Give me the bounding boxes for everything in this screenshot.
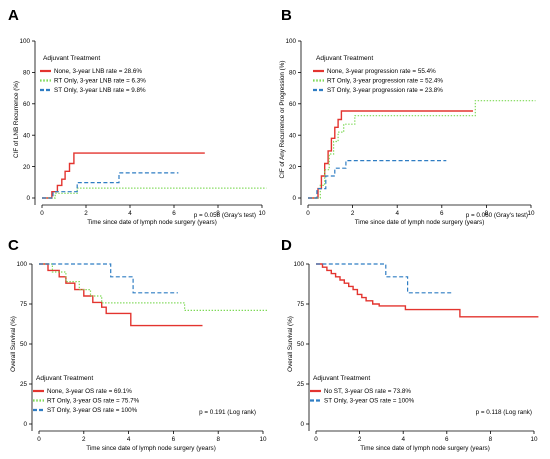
panel-c-y-tick-label: 75 bbox=[20, 301, 28, 308]
panel-d-p-value: p = 0.118 (Log rank) bbox=[476, 409, 532, 416]
panel-c-x-tick-label: 4 bbox=[127, 436, 131, 443]
panel-a-legend-st: ST Only, 3-year LNB rate = 9.8% bbox=[54, 87, 146, 94]
panel-a-x-tick-label: 8 bbox=[216, 210, 220, 217]
panel-a-series-line-1 bbox=[42, 187, 267, 199]
panel-c-x-tick-label: 6 bbox=[172, 436, 176, 443]
panel-d-y-tick-label: 0 bbox=[300, 421, 304, 428]
panel-c-x-tick-label: 2 bbox=[82, 436, 86, 443]
panel-b-series-line-2 bbox=[308, 160, 447, 199]
panel-a-y-tick-label: 20 bbox=[23, 164, 31, 171]
panel-b-ylabel: CIF of Any Recurrence or Progression (%) bbox=[279, 61, 286, 179]
panel-d: D Overall Survival (%) Time since date o… bbox=[281, 237, 539, 452]
panel-c-series-line-2 bbox=[39, 263, 178, 294]
panel-b-series-line-1 bbox=[308, 100, 536, 199]
panel-a-x-tick-label: 10 bbox=[258, 210, 266, 217]
panel-c-x-tick-label: 10 bbox=[259, 436, 267, 443]
panel-d-series-line-0 bbox=[316, 263, 539, 318]
panel-a-p-value: p = 0.058 (Gray's test) bbox=[194, 212, 256, 219]
panel-c-x-tick-label: 0 bbox=[37, 436, 41, 443]
panel-b-legend-title: Adjuvant Treatment bbox=[316, 55, 373, 62]
panel-c: C Overall Survival (%) Time since date o… bbox=[8, 237, 268, 452]
panel-a-y-tick-label: 80 bbox=[23, 70, 31, 77]
panel-c-xlabel: Time since date of lymph node surgery (y… bbox=[86, 445, 216, 452]
panel-b-letter: B bbox=[281, 7, 292, 24]
panel-a-series-line-2 bbox=[42, 172, 179, 199]
panel-d-legend-no-st: No ST, 3-year OS rate = 73.8% bbox=[324, 388, 411, 395]
panel-d-ylabel: Overall Survival (%) bbox=[287, 316, 294, 372]
panel-c-y-tick-label: 50 bbox=[20, 341, 28, 348]
panel-a-xlabel: Time since date of lymph node surgery (y… bbox=[87, 219, 217, 226]
panel-d-legend-st: ST Only, 3-year OS rate = 100% bbox=[324, 398, 415, 405]
panel-d-x-tick-label: 8 bbox=[489, 436, 493, 443]
panel-b-xlabel: Time since date of lymph node surgery (y… bbox=[355, 219, 485, 226]
panel-a-x-tick-label: 0 bbox=[40, 210, 44, 217]
panel-d-x-tick-label: 0 bbox=[314, 436, 318, 443]
panel-b-y-tick-label: 60 bbox=[289, 101, 297, 108]
panel-a-y-tick-label: 100 bbox=[19, 38, 30, 45]
panel-b-legend-rt: RT Only, 3-year progression rate = 52.4% bbox=[327, 78, 443, 85]
panel-d-legend-title: Adjuvant Treatment bbox=[313, 375, 370, 382]
panel-c-series-line-1 bbox=[39, 263, 268, 311]
panel-b-y-tick-label: 40 bbox=[289, 132, 297, 139]
panel-d-letter: D bbox=[281, 237, 292, 254]
panel-c-p-value: p = 0.191 (Log rank) bbox=[199, 409, 256, 416]
panel-b-x-tick-label: 6 bbox=[440, 210, 444, 217]
panel-a-ylabel: CIF of LNB Recurrence (%) bbox=[13, 81, 20, 158]
panel-a-x-tick-label: 4 bbox=[128, 210, 132, 217]
panel-d-y-tick-label: 100 bbox=[293, 261, 304, 268]
panel-b-p-value: p = 0.060 (Gray's test) bbox=[466, 212, 528, 219]
panel-c-letter: C bbox=[8, 237, 19, 254]
panel-d-y-tick-label: 25 bbox=[297, 381, 305, 388]
panel-d-x-tick-label: 4 bbox=[401, 436, 405, 443]
panel-c-ylabel: Overall Survival (%) bbox=[10, 316, 17, 372]
panel-b-x-tick-label: 4 bbox=[395, 210, 399, 217]
panel-a-x-tick-label: 6 bbox=[172, 210, 176, 217]
panel-d-x-tick-label: 2 bbox=[358, 436, 362, 443]
panel-d-xlabel: Time since date of lymph node surgery (y… bbox=[360, 445, 490, 452]
panel-a: A CIF of LNB Recurrence (%) Time since d… bbox=[8, 7, 267, 226]
panel-d-y-tick-label: 50 bbox=[297, 341, 305, 348]
panel-b-y-tick-label: 100 bbox=[285, 38, 296, 45]
panel-c-y-tick-label: 25 bbox=[20, 381, 28, 388]
panel-d-y-tick-label: 75 bbox=[297, 301, 305, 308]
panel-a-y-tick-label: 0 bbox=[26, 195, 30, 202]
panel-c-y-tick-label: 100 bbox=[16, 261, 27, 268]
panel-a-x-tick-label: 2 bbox=[84, 210, 88, 217]
panel-b-series-line-0 bbox=[308, 110, 473, 199]
panel-c-legend-st: ST Only, 3-year OS rate = 100% bbox=[47, 407, 138, 414]
panel-c-series-line-0 bbox=[39, 263, 203, 327]
panel-b-y-tick-label: 80 bbox=[289, 70, 297, 77]
panel-c-x-tick-label: 8 bbox=[216, 436, 220, 443]
panel-b-legend-none: None, 3-year progression rate = 55.4% bbox=[327, 68, 436, 75]
panel-d-x-tick-label: 10 bbox=[530, 436, 538, 443]
panel-a-letter: A bbox=[8, 7, 19, 24]
panel-b-x-tick-label: 2 bbox=[351, 210, 355, 217]
panel-a-legend-rt: RT Only, 3-year LNB rate = 6.3% bbox=[54, 78, 146, 85]
panel-b-x-tick-label: 8 bbox=[485, 210, 489, 217]
panel-c-legend-rt: RT Only, 3-year OS rate = 75.7% bbox=[47, 398, 140, 405]
panel-b-x-tick-label: 0 bbox=[306, 210, 310, 217]
panel-a-y-tick-label: 40 bbox=[23, 132, 31, 139]
panel-b-y-tick-label: 0 bbox=[292, 195, 296, 202]
panel-c-y-tick-label: 0 bbox=[23, 421, 27, 428]
panel-b-y-tick-label: 20 bbox=[289, 164, 297, 171]
panel-c-legend-none: None, 3-year OS rate = 69.1% bbox=[47, 388, 132, 395]
panel-a-legend-none: None, 3-year LNB rate = 28.6% bbox=[54, 68, 142, 75]
panel-a-series-line-0 bbox=[42, 152, 205, 199]
panel-b-legend-st: ST Only, 3-year progression rate = 23.8% bbox=[327, 87, 443, 94]
panel-d-x-tick-label: 6 bbox=[445, 436, 449, 443]
panel-a-y-tick-label: 60 bbox=[23, 101, 31, 108]
panel-b: B CIF of Any Recurrence or Progression (… bbox=[279, 7, 536, 226]
panel-c-legend-title: Adjuvant Treatment bbox=[36, 375, 93, 382]
panel-a-legend-title: Adjuvant Treatment bbox=[43, 55, 100, 62]
panel-b-x-tick-label: 10 bbox=[527, 210, 535, 217]
panel-d-series-line-1 bbox=[316, 263, 452, 294]
